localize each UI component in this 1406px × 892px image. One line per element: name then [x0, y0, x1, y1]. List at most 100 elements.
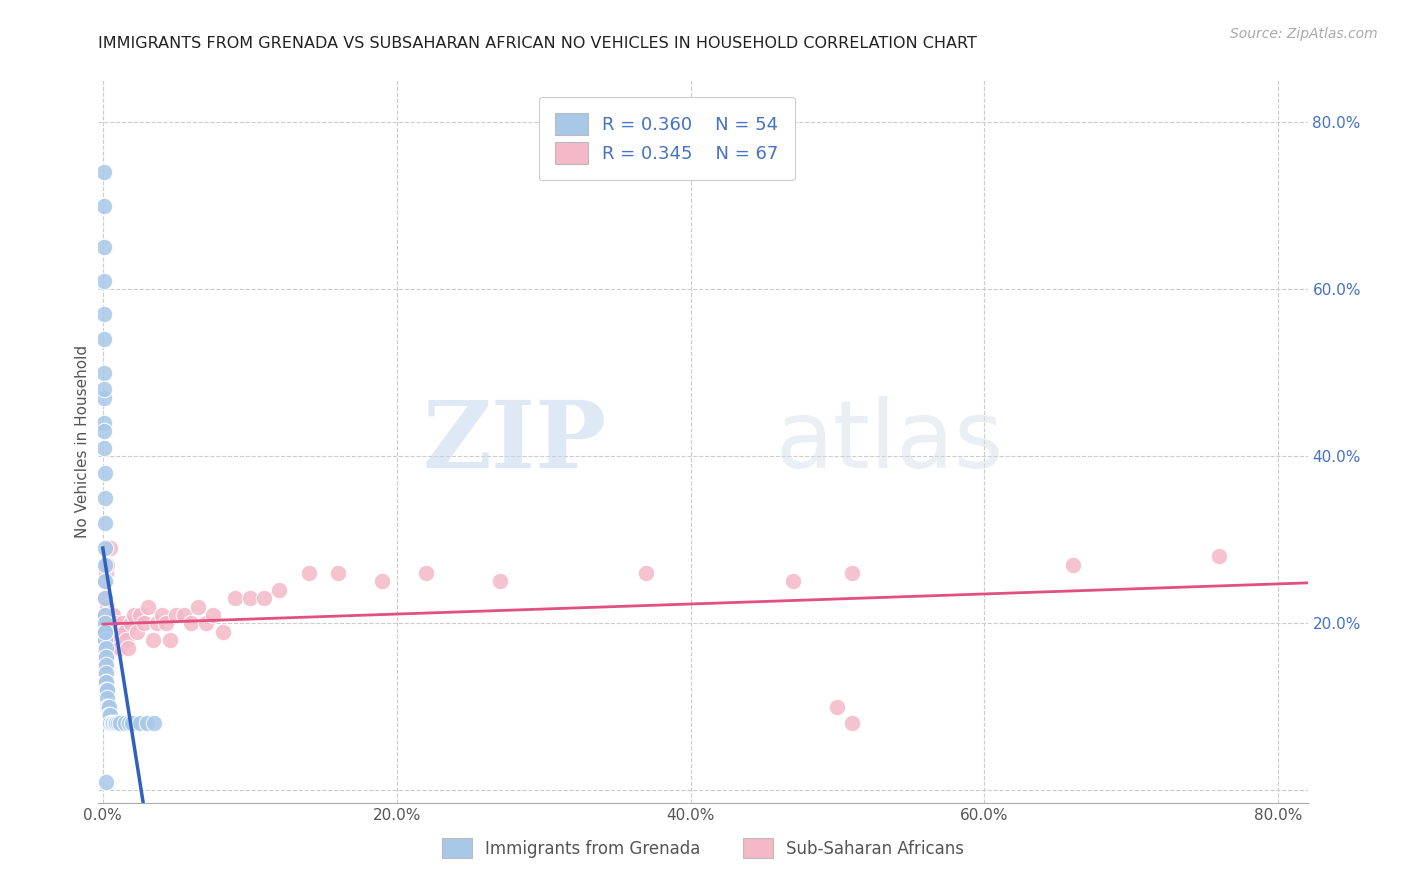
- Point: [194, 616, 217, 631]
- Point: [100, 716, 122, 731]
- Point: [96, 683, 118, 698]
- Point: [94, 566, 117, 580]
- Point: [841, 566, 863, 580]
- Point: [143, 716, 166, 731]
- Point: [94, 624, 117, 639]
- Point: [94, 666, 117, 681]
- Point: [371, 574, 394, 589]
- Point: [135, 716, 157, 731]
- Point: [132, 616, 155, 631]
- Point: [98, 541, 121, 555]
- Point: [118, 716, 141, 731]
- Point: [94, 674, 117, 689]
- Point: [93, 541, 115, 555]
- Point: [97, 699, 120, 714]
- Legend: Immigrants from Grenada, Sub-Saharan Africans: Immigrants from Grenada, Sub-Saharan Afr…: [434, 830, 972, 867]
- Point: [93, 198, 115, 212]
- Point: [96, 683, 118, 698]
- Point: [94, 616, 117, 631]
- Point: [96, 599, 118, 614]
- Point: [94, 674, 117, 689]
- Point: [120, 616, 142, 631]
- Point: [110, 716, 132, 731]
- Point: [100, 624, 122, 639]
- Point: [103, 616, 125, 631]
- Point: [96, 558, 118, 572]
- Point: [96, 699, 118, 714]
- Point: [112, 624, 135, 639]
- Point: [98, 624, 121, 639]
- Point: [117, 641, 139, 656]
- Point: [94, 666, 117, 681]
- Point: [97, 624, 120, 639]
- Point: [94, 657, 117, 672]
- Point: [93, 382, 115, 396]
- Point: [415, 566, 437, 580]
- Point: [1062, 558, 1084, 572]
- Point: [94, 632, 117, 647]
- Point: [142, 632, 165, 647]
- Point: [165, 607, 187, 622]
- Point: [202, 607, 225, 622]
- Point: [94, 624, 117, 639]
- Point: [122, 607, 145, 622]
- Point: [97, 641, 120, 656]
- Point: [93, 657, 115, 672]
- Point: [98, 708, 121, 723]
- Point: [101, 716, 124, 731]
- Point: [94, 775, 117, 789]
- Point: [98, 716, 121, 731]
- Text: Source: ZipAtlas.com: Source: ZipAtlas.com: [1230, 27, 1378, 41]
- Point: [224, 591, 246, 606]
- Point: [94, 632, 117, 647]
- Point: [93, 649, 115, 664]
- Point: [326, 566, 349, 580]
- Point: [636, 566, 658, 580]
- Point: [114, 624, 136, 639]
- Point: [97, 708, 120, 723]
- Point: [94, 607, 117, 622]
- Point: [93, 624, 115, 639]
- Point: [105, 716, 128, 731]
- Point: [180, 616, 202, 631]
- Point: [146, 616, 169, 631]
- Point: [107, 632, 129, 647]
- Point: [93, 391, 115, 405]
- Point: [138, 599, 160, 614]
- Point: [841, 716, 863, 731]
- Point: [93, 416, 115, 430]
- Point: [94, 574, 117, 589]
- Point: [150, 607, 173, 622]
- Point: [93, 274, 115, 288]
- Point: [159, 632, 181, 647]
- Point: [93, 466, 115, 480]
- Point: [782, 574, 804, 589]
- Point: [1208, 549, 1230, 564]
- Point: [488, 574, 510, 589]
- Point: [128, 716, 150, 731]
- Point: [94, 558, 117, 572]
- Point: [93, 424, 115, 438]
- Point: [114, 716, 136, 731]
- Text: IMMIGRANTS FROM GRENADA VS SUBSAHARAN AFRICAN NO VEHICLES IN HOUSEHOLD CORRELATI: IMMIGRANTS FROM GRENADA VS SUBSAHARAN AF…: [98, 36, 977, 51]
- Point: [97, 699, 120, 714]
- Y-axis label: No Vehicles in Household: No Vehicles in Household: [75, 345, 90, 538]
- Point: [98, 708, 121, 723]
- Point: [173, 607, 195, 622]
- Point: [108, 632, 131, 647]
- Point: [103, 716, 125, 731]
- Point: [94, 674, 117, 689]
- Point: [297, 566, 319, 580]
- Point: [107, 716, 129, 731]
- Point: [93, 366, 115, 380]
- Point: [155, 616, 177, 631]
- Point: [93, 516, 115, 530]
- Point: [93, 607, 115, 622]
- Point: [94, 616, 117, 631]
- Point: [105, 641, 128, 656]
- Point: [105, 632, 128, 647]
- Point: [94, 649, 117, 664]
- Point: [101, 632, 124, 647]
- Point: [96, 691, 118, 706]
- Text: ZIP: ZIP: [422, 397, 606, 486]
